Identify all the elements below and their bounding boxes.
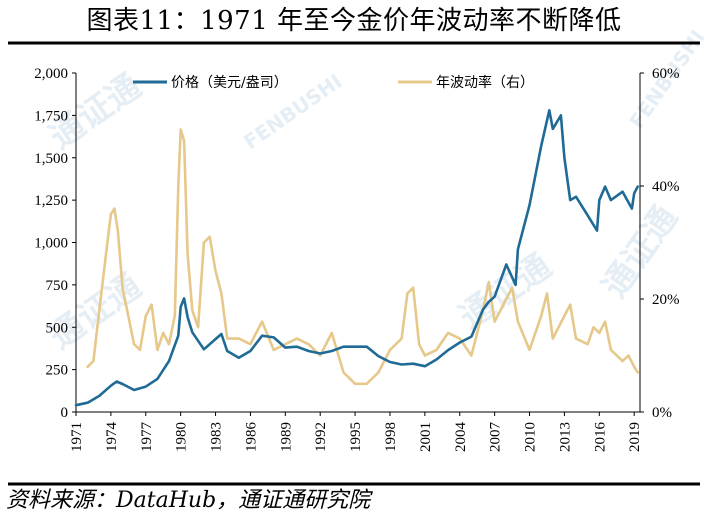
y-left-tick-label: 1,750	[34, 108, 68, 124]
svg-text:通证通: 通证通	[452, 246, 558, 337]
y-left-tick-label: 1,500	[34, 151, 68, 167]
volatility-line	[86, 128, 639, 386]
x-tick-label: 2016	[592, 422, 608, 453]
x-tick-label: 2007	[488, 422, 504, 453]
x-tick-label: 2019	[627, 422, 643, 452]
chart-title: 图表11：1971 年至今金价年波动率不断降低	[86, 6, 622, 36]
x-tick-label: 1995	[348, 422, 364, 452]
x-tick-label: 1998	[383, 422, 399, 452]
y-left-tick-label: 1,000	[34, 236, 68, 252]
x-tick-label: 2004	[453, 422, 469, 453]
legend-label-volatility: 年波动率（右）	[436, 74, 534, 91]
y-left-tick-label: 250	[46, 363, 69, 379]
legend-label-price: 价格（美元/盎司）	[171, 75, 288, 91]
x-tick-label: 2001	[418, 422, 434, 452]
y-right-tick-label: 60%	[652, 66, 680, 82]
y-left-tick-label: 2,000	[34, 66, 68, 82]
y-right-tick-label: 0%	[652, 405, 672, 421]
y-left-tick-label: 750	[46, 278, 69, 294]
x-tick-label: 1992	[313, 422, 329, 452]
y-right-tick-label: 40%	[652, 179, 680, 195]
x-tick-label: 1986	[243, 422, 259, 453]
x-tick-label: 1971	[69, 422, 85, 452]
x-tick-label: 2010	[523, 422, 539, 452]
x-tick-label: 2013	[557, 422, 573, 452]
x-tick-label: 1983	[209, 422, 225, 452]
y-right-tick-label: 20%	[652, 292, 680, 308]
x-tick-label: 1989	[278, 422, 294, 452]
source-note: 资料来源：DataHub，通证通研究院	[6, 488, 371, 513]
legend: 价格（美元/盎司） 年波动率（右）	[133, 74, 534, 91]
price-line	[74, 109, 639, 407]
x-tick-label: 1974	[104, 422, 120, 453]
y-left-tick-label: 1,250	[34, 193, 68, 209]
x-tick-label: 1980	[174, 422, 190, 452]
x-tick-label: 1977	[139, 422, 155, 453]
y-left-tick-label: 0	[61, 405, 69, 421]
y-left-tick-label: 500	[46, 320, 69, 336]
